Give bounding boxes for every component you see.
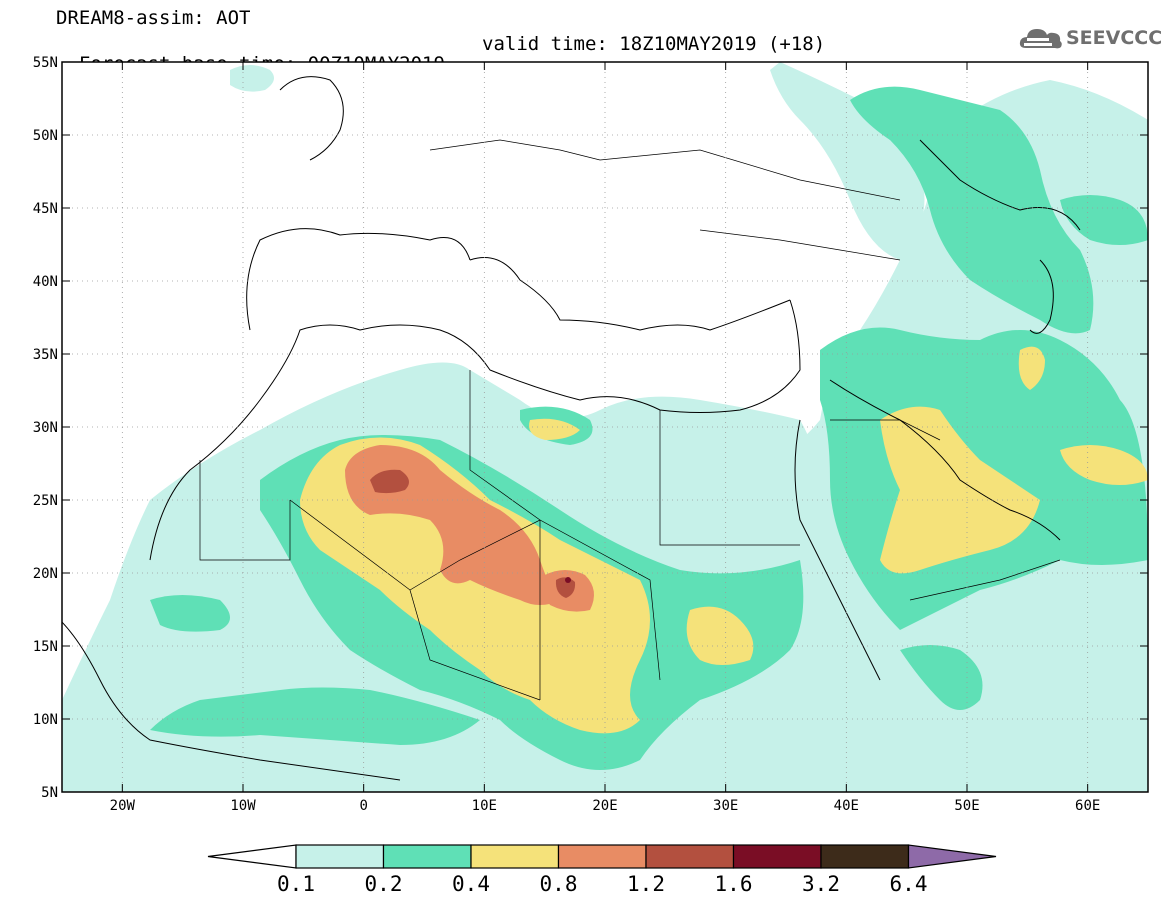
colorbar: 0.1 0.2 0.4 0.8 1.2 1.6 3.2 6.4 xyxy=(207,844,997,896)
y-tick-label: 10N xyxy=(33,712,58,728)
colorbar-label: 0.8 xyxy=(540,872,578,896)
x-tick-label: 10W xyxy=(230,798,256,814)
colorbar-left-arrow xyxy=(207,844,297,869)
colorbar-label: 6.4 xyxy=(890,872,928,896)
cloud-icon xyxy=(1019,29,1062,49)
gridlines xyxy=(62,62,1148,792)
colorbar-box xyxy=(732,844,822,869)
y-tick-label: 35N xyxy=(33,347,58,363)
chart-title: DREAM8-assim: AOT xyxy=(56,7,251,29)
colorbar-label: 1.6 xyxy=(715,872,753,896)
logo-text: SEEVCCC xyxy=(1066,27,1163,49)
x-tick-label: 30E xyxy=(713,798,738,814)
colorbar-label: 1.2 xyxy=(627,872,665,896)
colorbar-box xyxy=(382,844,472,869)
y-tick-label: 20N xyxy=(33,566,58,582)
y-tick-label: 5N xyxy=(41,785,58,801)
y-tick-label: 50N xyxy=(33,128,58,144)
colorbar-label: 3.2 xyxy=(802,872,840,896)
colorbar-box xyxy=(645,844,735,869)
y-tick-label: 55N xyxy=(33,55,58,71)
colorbar-label: 0.4 xyxy=(452,872,490,896)
country-borders xyxy=(199,139,1061,701)
x-tick-label: 10E xyxy=(472,798,497,814)
aot-level-1.6 xyxy=(565,577,571,583)
colorbar-box xyxy=(820,844,910,869)
coastlines xyxy=(62,76,1081,781)
y-tick-label: 40N xyxy=(33,274,58,290)
y-tick-label: 45N xyxy=(33,201,58,217)
y-tick-label: 25N xyxy=(33,493,58,509)
y-axis: 55N 50N 45N 40N 35N 30N 25N 20N 15N 10N 5N xyxy=(33,55,1148,801)
colorbar-label: 0.1 xyxy=(277,872,315,896)
x-tick-label: 20W xyxy=(110,798,136,814)
colorbar-box xyxy=(557,844,647,869)
x-tick-label: 60E xyxy=(1075,798,1100,814)
seevccc-logo: SEEVCCC xyxy=(1018,24,1162,54)
colorbar-label: 0.2 xyxy=(365,872,403,896)
x-tick-label: 20E xyxy=(592,798,617,814)
y-tick-label: 30N xyxy=(33,420,58,436)
valid-time-text: valid time: 18Z10MAY2019 (+18) xyxy=(482,33,826,55)
x-axis: 20W 10W 0 10E 20E 30E 40E 50E 60E xyxy=(110,62,1100,814)
x-tick-label: 0 xyxy=(359,798,367,814)
colorbar-box xyxy=(470,844,560,869)
colorbar-box xyxy=(295,844,385,869)
aot-level-1.2 xyxy=(370,469,576,598)
y-tick-label: 15N xyxy=(33,639,58,655)
x-tick-label: 40E xyxy=(834,798,859,814)
x-tick-label: 50E xyxy=(954,798,979,814)
colorbar-right-arrow xyxy=(907,844,997,869)
